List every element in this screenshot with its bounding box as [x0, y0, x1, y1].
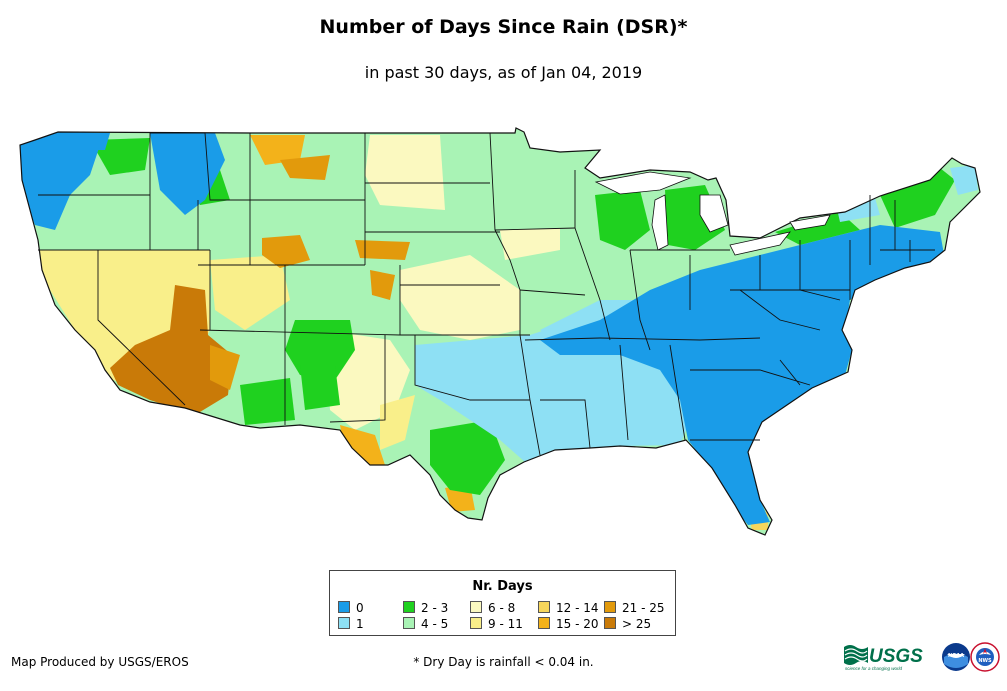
svg-text:science for a changing world: science for a changing world	[845, 666, 903, 671]
legend-item-2-3: 2 - 3	[403, 601, 448, 615]
legend-swatch	[538, 601, 550, 613]
legend-swatch	[470, 601, 482, 613]
agency-logos: USGS science for a changing world NOAA N…	[844, 642, 1000, 672]
legend-swatch	[338, 617, 350, 629]
legend-swatch	[538, 617, 550, 629]
svg-text:NWS: NWS	[978, 658, 992, 664]
map-credit: Map Produced by USGS/EROS	[11, 655, 189, 669]
map-subtitle: in past 30 days, as of Jan 04, 2019	[364, 63, 643, 82]
svg-text:USGS: USGS	[869, 646, 923, 667]
legend-swatch	[604, 617, 616, 629]
legend-swatch	[604, 601, 616, 613]
legend-box: Nr. Days 0 1 2 - 3 4 - 5 6 - 8 9 - 11 12…	[329, 570, 676, 636]
nws-logo: NWS	[970, 642, 1000, 672]
dry-day-footnote: * Dry Day is rainfall < 0.04 in.	[413, 655, 594, 669]
usgs-logo: USGS science for a changing world	[844, 645, 923, 671]
state-boundaries	[19, 127, 981, 536]
legend-swatch	[403, 617, 415, 629]
legend-item-9-11: 9 - 11	[470, 617, 523, 631]
legend-item-4-5: 4 - 5	[403, 617, 448, 631]
legend-item-12-14: 12 - 14	[538, 601, 599, 615]
legend-item-1: 1	[338, 617, 364, 631]
legend-swatch	[470, 617, 482, 629]
noaa-logo: NOAA	[942, 643, 970, 671]
legend-item-6-8: 6 - 8	[470, 601, 515, 615]
map-title: Number of Days Since Rain (DSR)*	[319, 16, 688, 38]
legend-swatch	[403, 601, 415, 613]
legend-swatch	[338, 601, 350, 613]
legend-item-15-20: 15 - 20	[538, 617, 599, 631]
great-lakes	[594, 171, 831, 256]
legend-item-gt25: > 25	[604, 617, 651, 631]
svg-text:NOAA: NOAA	[948, 653, 964, 659]
legend-title: Nr. Days	[472, 579, 533, 594]
legend-item-21-25: 21 - 25	[604, 601, 665, 615]
legend-item-0: 0	[338, 601, 364, 615]
